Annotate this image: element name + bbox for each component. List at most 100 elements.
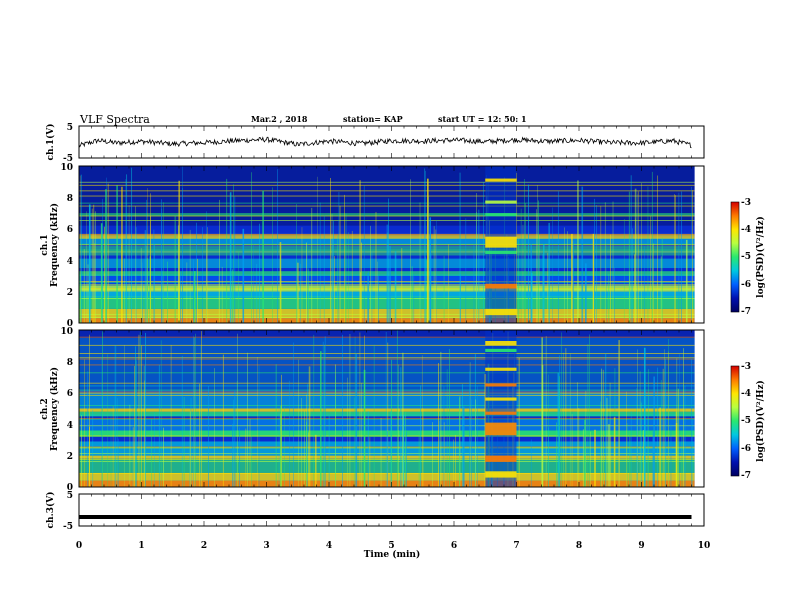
spectrogram-streak <box>182 188 183 323</box>
spectrogram-streak <box>660 380 662 487</box>
burst-band <box>485 236 517 248</box>
spectrogram-streak <box>398 364 399 487</box>
spectrogram-streak <box>643 347 646 487</box>
spectrogram-streak <box>189 430 190 487</box>
spectrogram-streak <box>637 191 639 323</box>
spectrogram-streak <box>351 230 353 323</box>
spectrogram-streak <box>297 262 299 323</box>
spectrogram-streak <box>478 209 480 323</box>
spectrogram-line <box>79 237 695 239</box>
spectrogram-streak <box>323 215 325 323</box>
spectrogram-streak <box>146 245 148 323</box>
spectrogram-streak <box>427 178 429 323</box>
spectrogram-streak <box>600 401 602 487</box>
spectrogram-streak <box>530 439 532 487</box>
spectrogram-streak <box>569 353 571 487</box>
spectrogram-streak <box>242 228 245 323</box>
spectrogram-streak <box>565 348 567 487</box>
spectrogram-streak <box>424 168 426 323</box>
spectrogram-streak <box>125 179 127 323</box>
ch2-cb-tick-m3: -3 <box>741 362 751 372</box>
spectrogram-streak <box>330 177 331 323</box>
spectrogram-streak <box>107 183 109 323</box>
spectrogram-streak <box>116 185 118 323</box>
spectrogram-line <box>79 435 695 437</box>
spectrogram-band <box>79 297 695 309</box>
spectrogram-streak <box>634 254 635 323</box>
spectrogram-streak <box>548 427 549 487</box>
spectrogram-streak <box>636 387 637 487</box>
spectrogram-line <box>79 385 695 387</box>
spectrogram-streak <box>657 367 659 487</box>
spectrogram-streak <box>247 352 248 487</box>
ch2-spectrogram-panel: 0 2 4 6 8 10 ch.2 Frequency (kHz) <box>40 327 705 493</box>
spectrogram-streak <box>413 274 415 323</box>
spectrogram-streak <box>474 354 476 487</box>
spectrogram-streak <box>201 227 203 323</box>
spectrogram-streak <box>335 375 336 487</box>
spectrogram-streak <box>419 202 421 323</box>
spectrogram-streak <box>668 351 669 487</box>
spectrogram-streak <box>89 426 90 487</box>
ch2-spectrogram-image <box>79 330 704 487</box>
spectrogram-line <box>79 281 695 282</box>
spectrogram-streak <box>678 389 679 487</box>
spectrogram-streak <box>604 202 606 323</box>
spectrogram-streak <box>144 230 146 323</box>
spectrogram-streak <box>388 198 389 323</box>
spectrogram-streak <box>551 207 553 323</box>
spectrogram-streak <box>102 198 103 323</box>
ch2-cb-tick-m6: -6 <box>741 444 751 454</box>
spectrogram-streak <box>344 237 346 323</box>
spectrogram-streak <box>528 184 529 323</box>
spectrogram-streak <box>369 437 371 487</box>
spectrogram-streak <box>378 275 379 323</box>
spectrogram-streak <box>306 242 307 323</box>
ch1-freq-tick-0: 0 <box>67 319 73 329</box>
ch2-colorbar-bar <box>730 365 740 477</box>
spectrogram-streak <box>596 205 597 323</box>
time-tick-label: 9 <box>638 541 644 551</box>
spectrogram-streak <box>163 202 164 323</box>
spectrogram-streak <box>313 334 315 487</box>
spectrogram-line <box>79 288 695 290</box>
spectrogram-streak <box>571 414 573 487</box>
spectrogram-streak <box>324 336 326 487</box>
figure-title: VLF Spectra <box>79 113 150 126</box>
spectrogram-streak <box>363 185 365 323</box>
spectrogram-band <box>79 430 695 437</box>
spectrogram-band <box>79 455 695 459</box>
spectrogram-streak <box>662 368 664 487</box>
spectrogram-streak <box>102 331 103 487</box>
spectrogram-streak <box>197 258 198 323</box>
spectrogram-line <box>79 251 695 253</box>
burst-band <box>485 455 517 462</box>
spectrogram-streak <box>218 275 220 323</box>
spectrogram-streak <box>422 408 424 487</box>
time-tick-label: 1 <box>138 541 144 551</box>
spectrogram-band <box>79 419 695 431</box>
spectrogram-band <box>79 392 695 409</box>
spectrogram-streak <box>556 422 557 487</box>
spectrogram-line <box>79 447 695 449</box>
spectrogram-streak <box>377 261 378 323</box>
spectrogram-streak <box>380 417 382 487</box>
spectrogram-line <box>79 459 695 460</box>
spectrogram-streak <box>448 244 449 323</box>
spectrogram-streak <box>293 342 294 487</box>
spectrogram-streak <box>114 345 117 487</box>
spectrogram-streak <box>161 199 162 323</box>
spectrogram-streak <box>277 169 278 323</box>
spectrogram-streak <box>151 419 153 487</box>
spectrogram-streak <box>201 331 202 487</box>
burst-band <box>485 367 517 371</box>
spectrogram-streak <box>306 421 308 487</box>
spectrogram-streak <box>443 255 445 323</box>
spectrogram-streak <box>367 411 369 487</box>
spectrogram-streak <box>92 409 94 487</box>
time-axis: 0 1 2 3 4 5 6 7 8 9 10 <box>76 541 710 551</box>
spectrogram-streak <box>112 406 114 487</box>
ch2-colorbar-label: log(PSD)(V²/Hz) <box>755 380 766 462</box>
spectrogram-line <box>79 313 695 315</box>
